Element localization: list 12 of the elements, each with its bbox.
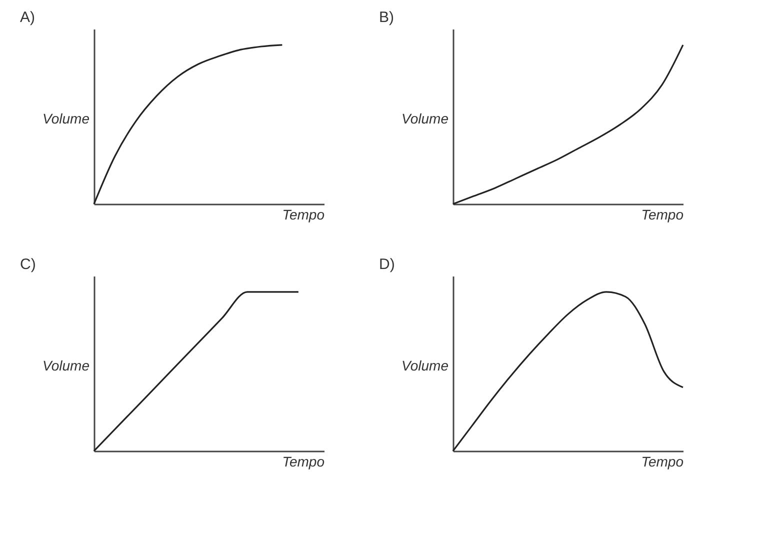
y-axis-title: Volume [402,110,449,126]
chart-title: B) [379,9,394,26]
x-axis-title: Tempo [641,454,684,470]
chart-title: A) [20,9,36,26]
y-axis-title: Volume [42,358,90,374]
x-axis-title: Tempo [282,206,325,222]
x-axis-title: Tempo [282,454,325,470]
y-axis-title: Volume [402,358,449,374]
chart-title: C) [20,256,36,273]
y-axis-title: Volume [42,110,90,126]
chart-title: D) [379,256,395,273]
x-axis-title: Tempo [641,206,684,222]
